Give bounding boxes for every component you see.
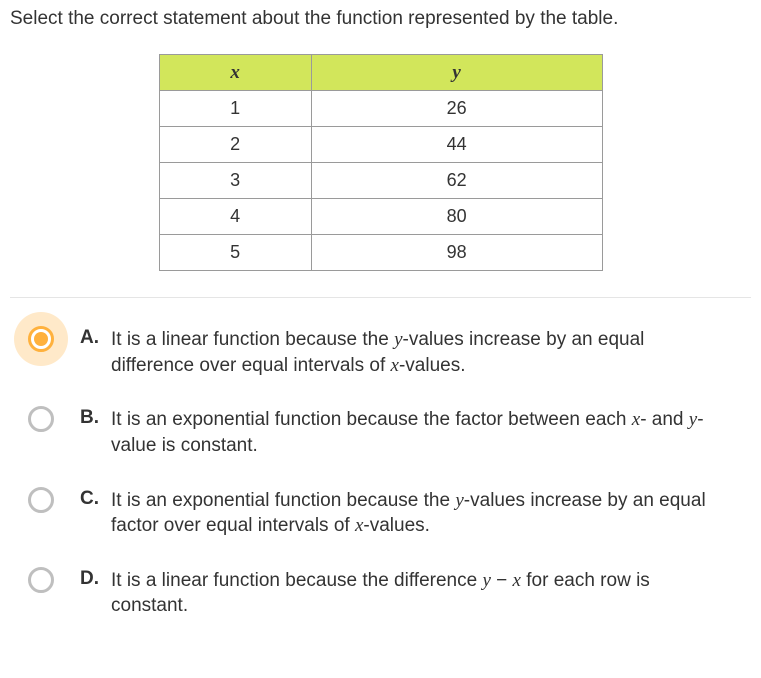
header-y: y (311, 55, 602, 91)
text-part: It is an exponential function because th… (111, 490, 455, 511)
italic-var: y (689, 409, 697, 430)
table-cell: 1 (159, 91, 311, 127)
table-body: 126244362480598 (159, 91, 602, 271)
radio-button[interactable] (28, 567, 54, 593)
table-row: 480 (159, 199, 602, 235)
text-part: It is a linear function because the diff… (111, 570, 482, 591)
option-c[interactable]: C. It is an exponential function because … (28, 487, 751, 539)
header-x: x (159, 55, 311, 91)
text-part: - and (640, 409, 689, 430)
text-part: It is an exponential function because th… (111, 409, 632, 430)
option-a[interactable]: A. It is a linear function because the y -… (28, 326, 751, 378)
option-text: It is a linear function because the diff… (111, 568, 711, 619)
italic-var: x (391, 355, 399, 376)
table-row: 362 (159, 163, 602, 199)
radio-button[interactable] (28, 406, 54, 432)
table-cell: 4 (159, 199, 311, 235)
text-part: -values. (363, 515, 430, 536)
option-body: A. It is a linear function because the y -… (80, 326, 751, 378)
table-row: 598 (159, 235, 602, 271)
table-cell: 3 (159, 163, 311, 199)
table-cell: 98 (311, 235, 602, 271)
option-letter: B. (80, 407, 99, 429)
option-text: It is an exponential function because th… (111, 488, 711, 539)
italic-var: x (513, 570, 521, 591)
option-b[interactable]: B. It is an exponential function because … (28, 406, 751, 458)
text-part: − (491, 570, 513, 591)
radio-button[interactable] (28, 487, 54, 513)
italic-var: y (455, 490, 463, 511)
table-cell: 5 (159, 235, 311, 271)
text-part: It is a linear function because the (111, 329, 394, 350)
italic-var: x (632, 409, 640, 430)
table-cell: 2 (159, 127, 311, 163)
option-letter: A. (80, 327, 99, 349)
table-cell: 44 (311, 127, 602, 163)
table-cell: 26 (311, 91, 602, 127)
radio-button[interactable] (28, 326, 54, 352)
table-cell: 80 (311, 199, 602, 235)
option-d[interactable]: D. It is a linear function because the di… (28, 567, 751, 619)
text-part: -values. (399, 355, 466, 376)
option-text: It is a linear function because the y -va… (111, 327, 711, 378)
italic-var: y (482, 570, 490, 591)
option-letter: C. (80, 488, 99, 510)
table-row: 244 (159, 127, 602, 163)
divider (10, 297, 751, 298)
option-body: D. It is a linear function because the di… (80, 567, 751, 619)
options-list: A.It is a linear function because the y-… (10, 326, 751, 619)
data-table: x y 126244362480598 (159, 54, 603, 271)
option-body: B. It is an exponential function because … (80, 406, 751, 458)
italic-var: y (394, 329, 402, 350)
table-container: x y 126244362480598 (10, 54, 751, 271)
question-text: Select the correct statement about the f… (10, 8, 751, 30)
table-cell: 62 (311, 163, 602, 199)
table-row: 126 (159, 91, 602, 127)
table-header-row: x y (159, 55, 602, 91)
option-body: C. It is an exponential function because … (80, 487, 751, 539)
option-text: It is an exponential function because th… (111, 407, 711, 458)
option-letter: D. (80, 568, 99, 590)
